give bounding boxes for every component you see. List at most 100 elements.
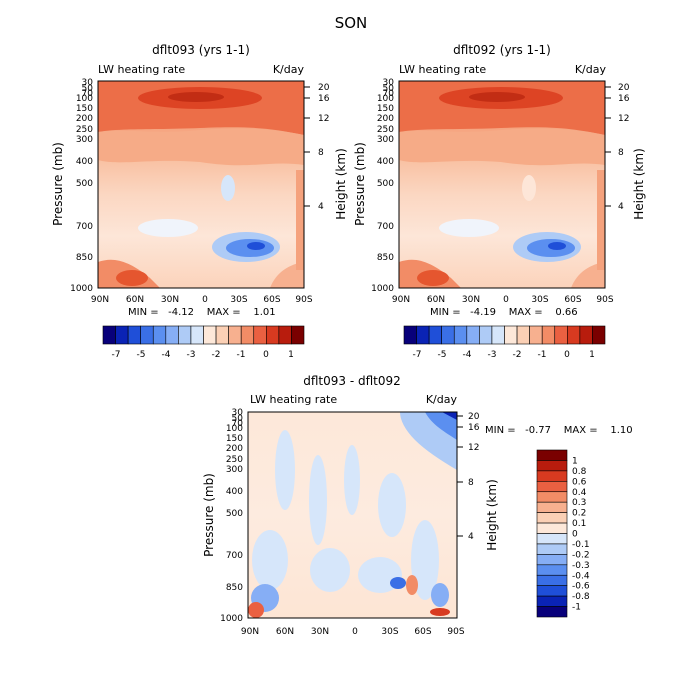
colorbar-label: -0.4 [572, 571, 590, 581]
y-tick: 150 [76, 104, 93, 114]
panel-subtitle-right: K/day [273, 63, 305, 76]
x-axis: 90N 60N 30N 0 30S 60S 90S [392, 295, 614, 305]
panel-title: dflt093 (yrs 1-1) [152, 43, 250, 57]
mid-band [98, 128, 304, 166]
y-tick: 850 [76, 253, 93, 263]
y-tick: 70 [232, 419, 244, 429]
x-tick: 90N [91, 295, 109, 305]
colorbar-swatch [102, 325, 116, 345]
y-axis-left: 30 50 70 100 150 200 250 300 400 500 700… [371, 78, 394, 294]
bottom-pos [430, 608, 450, 616]
right-edge-warm [296, 170, 304, 270]
y-axis-label: Pressure (mb) [51, 142, 65, 226]
cool-patch-1 [522, 175, 536, 201]
y-tick: 100 [76, 94, 93, 104]
y-tick: 400 [226, 487, 243, 497]
y-tick: 700 [226, 551, 243, 561]
colorbar-swatch [536, 543, 568, 555]
y-tick: 30 [383, 78, 395, 88]
max-core-inner [469, 92, 525, 102]
panel-difference: dflt093 - dflt092 LW heating rate K/day [202, 374, 633, 637]
right-edge-warm [597, 170, 605, 270]
colorbar-label: -2 [212, 350, 221, 360]
y-tick-right: 4 [618, 202, 624, 212]
colorbar-label: -0.3 [572, 561, 590, 571]
x-tick: 90N [392, 295, 410, 305]
cool-patch-2 [138, 219, 198, 237]
colorbar-label: 0.1 [572, 519, 586, 529]
x-tick: 60N [276, 627, 294, 637]
colorbar-vertical: 10.80.60.40.30.20.10-0.1-0.2-0.3-0.4-0.6… [536, 449, 590, 618]
panel-subtitle-left: LW heating rate [98, 63, 185, 76]
colorbar-swatch [190, 325, 204, 345]
contour-field [248, 412, 457, 618]
plot-frame [398, 80, 606, 289]
colorbar-swatch [536, 554, 568, 566]
y-tick-right: 12 [618, 114, 629, 124]
colorbar-swatches [102, 325, 305, 345]
colorbar-swatch [536, 606, 568, 618]
bottom-pos [248, 602, 264, 618]
colorbar-swatch [479, 325, 493, 345]
colorbar-swatch [536, 522, 568, 534]
panel-subtitle-right: K/day [426, 393, 458, 406]
x-tick: 30S [230, 295, 247, 305]
colorbar-labels: 10.80.60.40.30.20.10-0.1-0.2-0.3-0.4-0.6… [572, 456, 590, 612]
top-right-neg-3 [442, 412, 457, 420]
colorbar-swatches [536, 449, 568, 618]
colorbar-label: -5 [438, 350, 447, 360]
y-tick: 250 [76, 125, 93, 135]
colorbar-swatch [536, 491, 568, 503]
panel-dflt092: dflt092 (yrs 1-1) LW heating rate K/day … [353, 43, 646, 360]
y-tick-right: 12 [318, 114, 329, 124]
y-tick: 400 [76, 157, 93, 167]
y-tick: 250 [226, 455, 243, 465]
colorbar-swatch [536, 533, 568, 545]
y-tick: 700 [76, 222, 93, 232]
panel-title: dflt093 - dflt092 [303, 374, 401, 388]
bottom-neg [431, 583, 449, 607]
colorbar-label: 0.6 [572, 477, 587, 487]
colorbar-swatch [466, 325, 480, 345]
colorbar-swatch [567, 325, 581, 345]
colorbar-label: -4 [162, 350, 171, 360]
y-tick: 500 [377, 179, 394, 189]
warm-surface-core [116, 270, 148, 286]
y-axis-right: 20 16 12 8 4 [605, 83, 630, 212]
colorbar-label: 1 [572, 456, 578, 466]
colorbar-label: -7 [112, 350, 121, 360]
colorbar-swatch [165, 325, 179, 345]
colorbar-swatch [529, 325, 543, 345]
x-tick: 30N [161, 295, 179, 305]
panel-subtitle-left: LW heating rate [399, 63, 486, 76]
colorbar-horizontal: -7 -5 -4 -3 -2 -1 0 1 [403, 325, 606, 360]
y-tick: 400 [377, 157, 394, 167]
colorbar-swatch [536, 595, 568, 607]
colorbar-swatch [536, 449, 568, 461]
colorbar-swatch [203, 325, 217, 345]
neg-patch [309, 455, 327, 545]
colorbar-swatch [536, 564, 568, 576]
colorbar-label: 0 [564, 350, 570, 360]
y-tick: 300 [377, 135, 394, 145]
panel-title: dflt092 (yrs 1-1) [453, 43, 551, 57]
colorbar-label: -5 [137, 350, 146, 360]
colorbar-label: -0.8 [572, 592, 590, 602]
colorbar-swatch [178, 325, 192, 345]
y-tick: 850 [377, 253, 394, 263]
y-tick: 150 [226, 434, 243, 444]
y-tick-right: 8 [618, 148, 624, 158]
y-axis-label: Pressure (mb) [353, 142, 367, 226]
colorbar-swatch [291, 325, 305, 345]
cool-patch-2 [439, 219, 499, 237]
colorbar-swatch [536, 460, 568, 472]
colorbar-swatch [453, 325, 468, 345]
y-tick: 30 [232, 408, 244, 418]
neg-patch [411, 520, 439, 600]
colorbar-swatch [140, 325, 154, 345]
neg-patch [275, 430, 295, 510]
y-tick: 200 [76, 114, 93, 124]
max-core-inner [168, 92, 224, 102]
colorbar-swatch [115, 325, 129, 345]
colorbar-swatch [428, 325, 442, 345]
